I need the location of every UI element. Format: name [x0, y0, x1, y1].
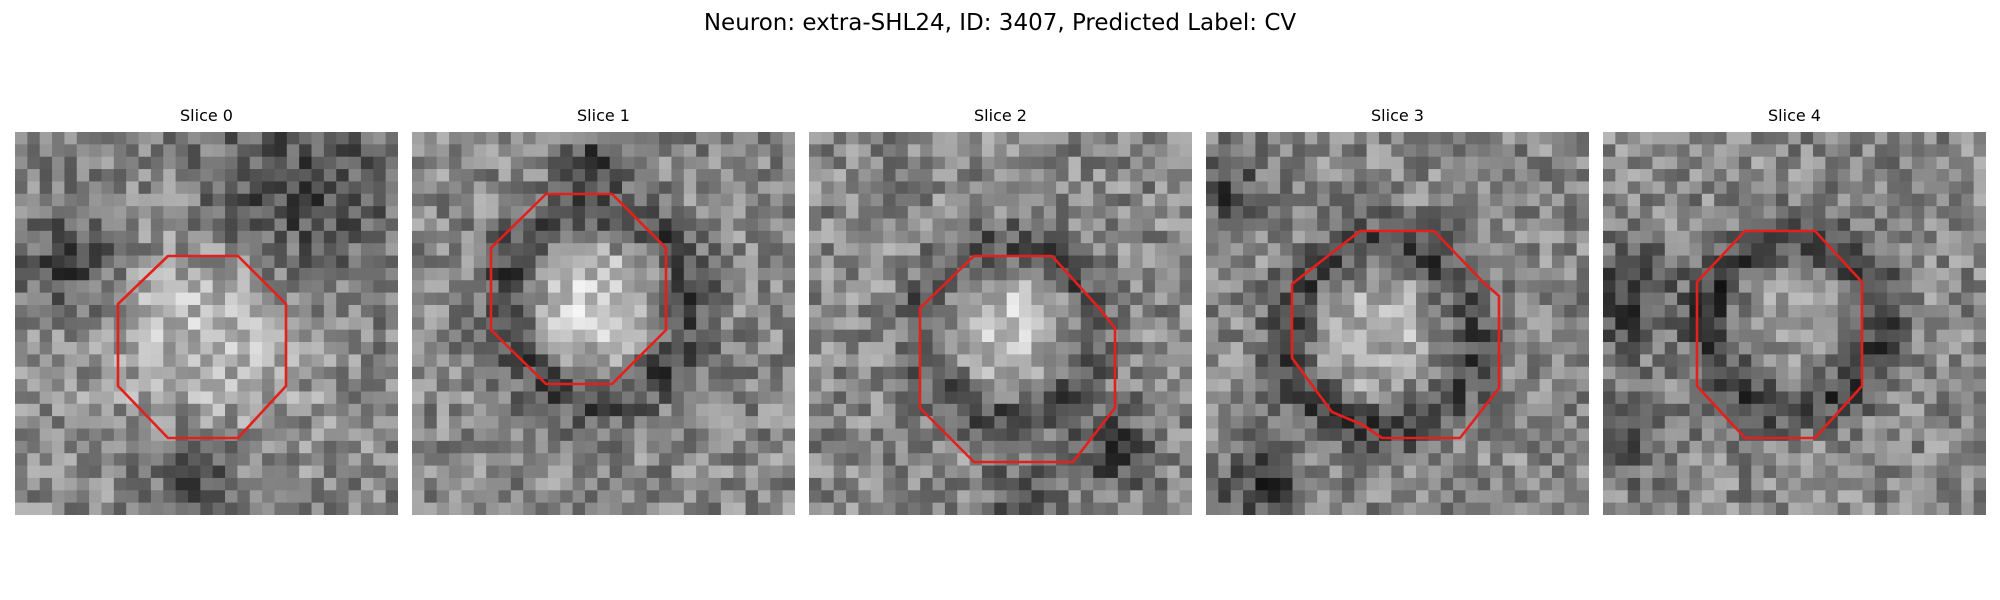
- slice-image-1: [412, 132, 795, 515]
- slice-panel-0: Slice 0: [15, 106, 398, 515]
- segmentation-contour-3: [1290, 229, 1501, 440]
- slice-image-3: [1206, 132, 1589, 515]
- slice-title-1: Slice 1: [577, 106, 630, 125]
- slice-title-0: Slice 0: [180, 106, 233, 125]
- segmentation-contour-4: [1695, 229, 1864, 440]
- slice-panel-2: Slice 2: [809, 106, 1192, 515]
- slice-title-3: Slice 3: [1371, 106, 1424, 125]
- slice-title-4: Slice 4: [1768, 106, 1821, 125]
- segmentation-contour-1: [489, 192, 668, 386]
- segmentation-contour-2: [918, 254, 1117, 464]
- slice-panel-4: Slice 4: [1603, 106, 1986, 515]
- figure-title: Neuron: extra-SHL24, ID: 3407, Predicted…: [703, 10, 1297, 36]
- slice-image-0: [15, 132, 398, 515]
- slice-panel-1: Slice 1: [412, 106, 795, 515]
- slice-image-2: [809, 132, 1192, 515]
- slice-title-2: Slice 2: [974, 106, 1027, 125]
- slice-image-4: [1603, 132, 1986, 515]
- slice-panel-3: Slice 3: [1206, 106, 1589, 515]
- segmentation-contour-0: [116, 254, 288, 440]
